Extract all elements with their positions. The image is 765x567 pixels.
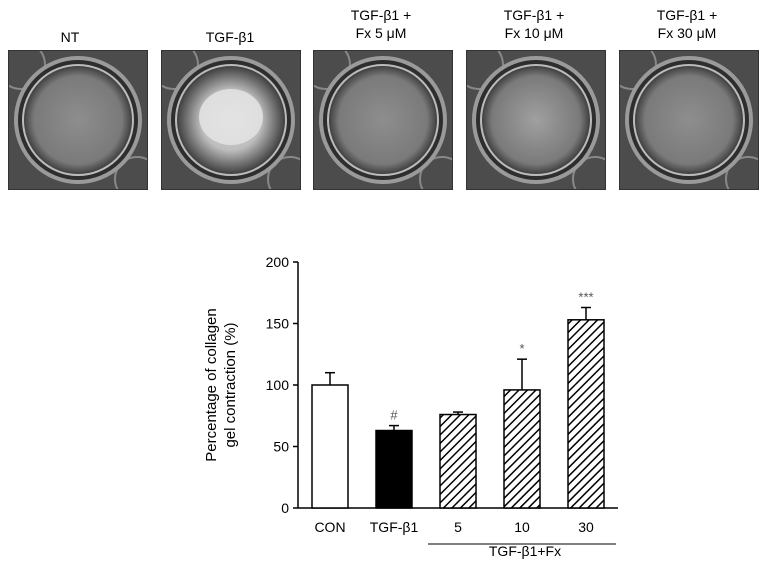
gel-photo-fx30 bbox=[619, 50, 759, 190]
gel-well-shape bbox=[480, 64, 592, 176]
panel-label-line2: Fx 30 μM bbox=[657, 25, 717, 41]
y-tick-label: 150 bbox=[266, 316, 290, 332]
gel-well-drawing bbox=[9, 51, 147, 189]
x-tick-label: 30 bbox=[578, 519, 594, 535]
panel-label-fx10: TGF-β1 + Fx 10 μM bbox=[459, 6, 609, 42]
panel-label-fx30: TGF-β1 + Fx 30 μM bbox=[612, 6, 762, 42]
y-tick-label: 0 bbox=[281, 500, 289, 516]
panel-label-line1: NT bbox=[60, 29, 80, 45]
panel-label-line1: TGF-β1 + bbox=[503, 7, 565, 23]
x-tick-label: 10 bbox=[514, 519, 530, 535]
significance-mark: *** bbox=[578, 290, 593, 305]
y-tick-label: 200 bbox=[266, 254, 290, 270]
bar bbox=[567, 319, 605, 509]
y-axis-label-line2: gel contraction (%) bbox=[222, 322, 239, 447]
y-tick-label: 100 bbox=[266, 377, 290, 393]
gel-well-shape bbox=[467, 51, 504, 90]
gel-photo-nt bbox=[8, 50, 148, 190]
gel-well-shape bbox=[22, 64, 134, 176]
gel-well-shape bbox=[162, 51, 199, 90]
panel-label-tgf: TGF-β1 bbox=[155, 28, 305, 46]
gel-well-shape bbox=[572, 156, 605, 189]
bar bbox=[503, 389, 541, 509]
bar bbox=[439, 413, 477, 509]
gel-well-shape bbox=[725, 156, 758, 189]
panel-label-line2: Fx 5 μM bbox=[355, 25, 407, 41]
gel-photo-fx10 bbox=[466, 50, 606, 190]
gel-well-shape bbox=[199, 89, 263, 145]
gel-well-shape bbox=[314, 51, 351, 90]
gel-well-drawing bbox=[620, 51, 758, 189]
panel-label-line1: TGF-β1 bbox=[205, 29, 255, 45]
panel-label-line1: TGF-β1 + bbox=[656, 7, 718, 23]
x-tick-label: CON bbox=[314, 519, 345, 535]
gel-well-shape bbox=[327, 64, 439, 176]
x-tick-label: 5 bbox=[454, 519, 462, 535]
gel-well-shape bbox=[267, 156, 300, 189]
gel-photo-fx5 bbox=[313, 50, 453, 190]
x-tick-label: TGF-β1 bbox=[370, 519, 419, 535]
gel-well-shape bbox=[419, 156, 452, 189]
gel-well-shape bbox=[114, 156, 147, 189]
gel-well-drawing bbox=[467, 51, 605, 189]
gel-well-shape bbox=[620, 51, 657, 90]
panel-label-fx5: TGF-β1 + Fx 5 μM bbox=[306, 6, 456, 42]
group-label: TGF-β1+Fx bbox=[489, 543, 561, 559]
gel-well-shape bbox=[9, 51, 46, 90]
gel-well-drawing bbox=[314, 51, 452, 189]
gel-photo-tgf bbox=[161, 50, 301, 190]
y-axis-label-line1: Percentage of collagen bbox=[203, 308, 220, 461]
bar bbox=[375, 429, 413, 509]
gel-well-shape bbox=[633, 64, 745, 176]
bar bbox=[311, 384, 349, 509]
panel-label-nt: NT bbox=[0, 28, 145, 46]
panel-label-line2: Fx 10 μM bbox=[504, 25, 564, 41]
y-tick-label: 50 bbox=[273, 439, 289, 455]
gel-well-drawing bbox=[162, 51, 300, 189]
panel-label-line1: TGF-β1 + bbox=[350, 7, 412, 23]
significance-mark: * bbox=[519, 341, 524, 356]
significance-mark: # bbox=[390, 408, 398, 423]
